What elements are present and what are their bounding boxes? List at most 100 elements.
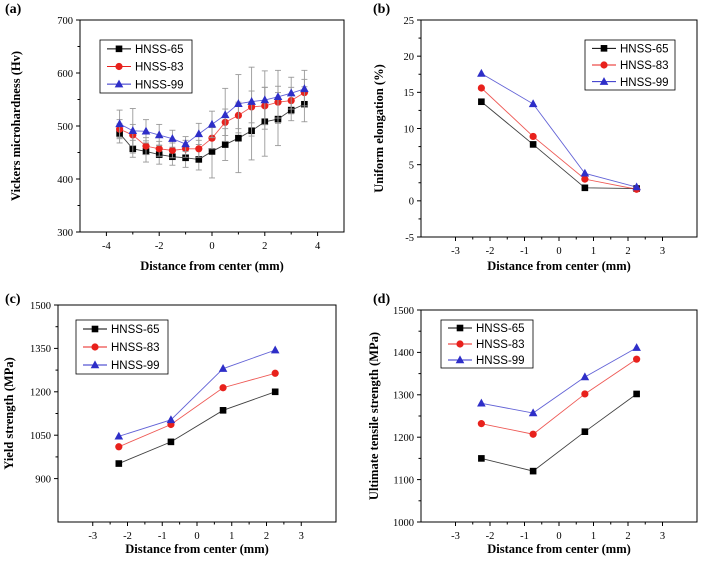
data-point (235, 134, 242, 142)
x-axis-label: Distance from center (mm) (487, 259, 631, 273)
data-point (166, 415, 176, 424)
data-point (633, 390, 640, 398)
panel-label: (d) (373, 292, 390, 307)
x-tick-label: 2 (625, 531, 630, 542)
chart-panel: -3 -2 -1 0 1 2 3 1000 1100 1200 1300 1400 1500 Distan… (367, 292, 698, 556)
legend-label: HNSS-83 (111, 342, 160, 354)
data-point (154, 130, 164, 139)
data-point (477, 420, 485, 428)
legend-label: HNSS-65 (135, 44, 184, 56)
legend-label: HNSS-65 (476, 323, 525, 335)
data-point (167, 438, 175, 446)
data-point (529, 141, 537, 148)
x-tick-label: -3 (88, 531, 97, 542)
legend-label: HNSS-99 (135, 79, 184, 91)
chart-panel: -3 -2 -1 0 1 2 3 -5 0 5 10 15 20 25 Distance from cent… (372, 2, 698, 273)
series-line (481, 358, 637, 435)
data-point (286, 88, 296, 97)
legend-label: HNSS-65 (111, 324, 160, 336)
x-tick-label: 2 (264, 531, 269, 542)
series-line (118, 372, 276, 448)
data-point (632, 182, 641, 191)
x-tick-label: -3 (451, 246, 460, 257)
data-point (195, 156, 203, 163)
x-tick-label: 3 (660, 246, 665, 257)
y-tick-label: 600 (57, 69, 73, 80)
data-point (115, 119, 124, 128)
data-point (270, 345, 280, 354)
data-point (632, 343, 641, 351)
y-tick-label: 1100 (393, 475, 414, 486)
data-point (208, 148, 216, 155)
data-point (580, 168, 590, 177)
legend-marker (456, 324, 464, 332)
data-point (529, 467, 537, 475)
data-point (478, 98, 485, 106)
legend-marker (455, 355, 465, 364)
data-point (528, 408, 538, 417)
x-tick-label: 2 (625, 246, 630, 257)
y-tick-label: 15 (404, 88, 415, 99)
data-point (182, 154, 189, 162)
data-point (168, 134, 177, 142)
data-point (221, 141, 229, 148)
data-point (477, 84, 485, 92)
data-point (581, 184, 589, 192)
y-tick-label: 1050 (30, 431, 51, 442)
x-tick-label: -2 (486, 531, 495, 542)
x-tick-label: 3 (660, 531, 665, 542)
legend-marker (600, 45, 608, 52)
legend-marker (115, 62, 123, 71)
x-tick-label: 1 (229, 531, 234, 542)
y-tick-label: 1200 (393, 433, 414, 444)
x-tick-label: 0 (209, 241, 214, 252)
data-point (128, 126, 138, 134)
y-tick-label: 1000 (393, 518, 414, 529)
series-line (481, 101, 637, 189)
legend-label: HNSS-83 (476, 339, 525, 351)
data-point (529, 132, 537, 141)
y-tick-label: 1350 (30, 344, 51, 355)
series-line (118, 349, 276, 437)
legend-label: HNSS-65 (620, 44, 669, 56)
x-axis-label: Distance from center (mm) (487, 542, 631, 556)
x-tick-label: -1 (158, 531, 167, 542)
y-tick-label: 0 (409, 197, 414, 208)
legend-label: HNSS-99 (620, 77, 669, 89)
x-tick-label: 4 (315, 241, 321, 252)
data-point (168, 146, 176, 154)
y-tick-label: 1200 (30, 388, 51, 399)
x-tick-label: -1 (520, 246, 529, 257)
data-point (114, 431, 124, 440)
chart-panel: -4 -2 0 2 4 300 400 500 600 700 Distance from cent… (5, 2, 345, 273)
legend-label: HNSS-83 (620, 60, 669, 72)
x-tick-label: 2 (262, 241, 267, 252)
data-point (234, 99, 243, 107)
data-point (141, 126, 151, 135)
data-point (580, 372, 590, 381)
data-point (529, 430, 537, 438)
y-tick-label: 1400 (393, 348, 414, 359)
y-tick-label: 20 (404, 52, 415, 63)
x-tick-label: -2 (123, 531, 132, 542)
legend-label: HNSS-99 (476, 355, 525, 367)
data-point (260, 95, 270, 104)
data-point (247, 97, 256, 105)
data-point (478, 455, 485, 462)
x-tick-label: 3 (299, 531, 304, 542)
data-point (219, 384, 227, 392)
y-tick-label: 10 (404, 124, 415, 135)
series-line (481, 347, 637, 414)
data-point (115, 443, 123, 451)
panel-label: (a) (5, 2, 22, 17)
data-point (219, 407, 227, 414)
series-line (118, 391, 276, 464)
legend-marker (91, 343, 99, 351)
data-point (115, 460, 123, 467)
data-point (207, 119, 217, 128)
x-tick-label: -2 (486, 246, 495, 257)
series-line (481, 393, 637, 472)
x-tick-label: 1 (591, 246, 596, 257)
data-point (581, 428, 589, 435)
